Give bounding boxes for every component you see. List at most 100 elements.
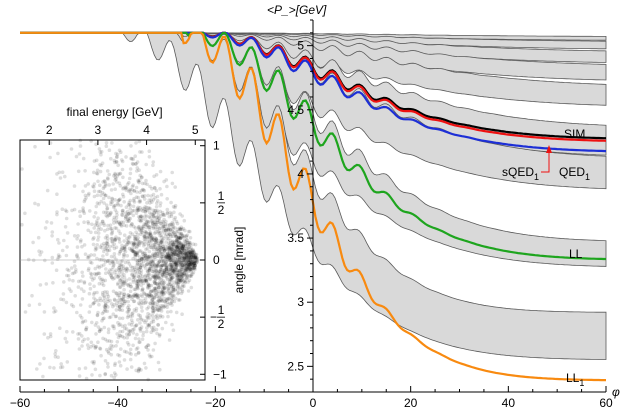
scatter-point — [189, 267, 194, 272]
scatter-point — [128, 198, 133, 203]
scatter-point — [83, 198, 87, 202]
scatter-point — [60, 207, 65, 211]
scatter-point — [179, 267, 183, 272]
scatter-point — [162, 217, 166, 222]
scatter-point — [105, 259, 110, 264]
scatter-point — [158, 259, 162, 264]
scatter-point — [143, 222, 148, 227]
scatter-point — [157, 299, 161, 303]
scatter-point — [110, 324, 115, 328]
scatter-point — [152, 263, 157, 268]
scatter-point — [160, 290, 165, 294]
scatter-point — [165, 277, 170, 282]
scatter-point — [166, 314, 170, 319]
scatter-point — [75, 254, 79, 258]
scatter-point — [141, 206, 145, 211]
scatter-point — [119, 267, 124, 272]
scatter-point — [184, 276, 189, 281]
scatter-point — [55, 210, 59, 214]
scatter-point — [184, 263, 189, 268]
scatter-point — [159, 265, 163, 269]
scatter-point — [153, 301, 157, 306]
scatter-point — [142, 264, 146, 268]
scatter-point — [188, 251, 193, 256]
scatter-point — [109, 237, 113, 241]
scatter-point — [178, 245, 182, 250]
scatter-point — [134, 251, 138, 255]
annotation-ll: LL — [569, 247, 583, 261]
scatter-point — [144, 300, 148, 304]
scatter-point — [36, 202, 41, 207]
scatter-point — [182, 266, 186, 270]
scatter-point — [119, 291, 124, 296]
scatter-point — [195, 255, 199, 260]
scatter-point — [157, 296, 161, 300]
scatter-point — [178, 262, 183, 266]
scatter-point — [125, 209, 130, 214]
scatter-point — [153, 208, 157, 213]
scatter-point — [123, 323, 127, 328]
scatter-point — [148, 301, 152, 305]
scatter-point — [144, 277, 148, 281]
scatter-point — [122, 245, 127, 249]
scatter-point — [128, 207, 132, 211]
scatter-point — [166, 228, 171, 233]
scatter-point — [64, 216, 69, 221]
scatter-point — [151, 252, 155, 256]
scatter-point — [121, 208, 125, 213]
scatter-point — [52, 310, 56, 314]
scatter-point — [58, 326, 62, 331]
scatter-point — [56, 253, 61, 257]
scatter-point — [168, 227, 173, 232]
scatter-point — [182, 284, 186, 289]
scatter-point — [175, 281, 179, 286]
annotation-qed1: QED1 — [559, 165, 590, 182]
scatter-point — [112, 221, 116, 225]
scatter-point — [62, 280, 66, 284]
scatter-point — [103, 247, 107, 252]
scatter-point — [132, 241, 136, 246]
scatter-point — [176, 276, 180, 280]
scatter-point — [136, 296, 141, 300]
scatter-point — [192, 253, 196, 258]
scatter-point — [169, 276, 174, 281]
scatter-point — [151, 305, 155, 310]
scatter-point — [114, 268, 118, 273]
scatter-point — [157, 276, 162, 281]
scatter-point — [97, 225, 101, 229]
scatter-point — [52, 366, 56, 370]
scatter-point — [113, 238, 118, 242]
scatter-point — [144, 222, 148, 227]
scatter-point — [172, 293, 176, 298]
scatter-point — [140, 263, 144, 268]
scatter-point — [183, 262, 187, 266]
scatter-point — [167, 296, 171, 301]
scatter-point — [98, 169, 103, 174]
scatter-point — [135, 251, 140, 255]
scatter-point — [187, 245, 191, 249]
scatter-point — [86, 346, 91, 351]
scatter-point — [173, 205, 177, 210]
scatter-point — [138, 263, 143, 267]
scatter-point — [173, 262, 178, 266]
scatter-point — [150, 200, 154, 204]
scatter-point — [168, 262, 173, 267]
scatter-point — [134, 230, 138, 234]
scatter-point — [152, 275, 157, 280]
scatter-point — [168, 222, 173, 227]
scatter-point — [170, 271, 174, 276]
scatter-point — [134, 294, 138, 298]
scatter-point — [114, 220, 119, 225]
scatter-point — [146, 343, 151, 348]
scatter-point — [154, 222, 159, 226]
scatter-point — [167, 214, 172, 219]
scatter-point — [144, 230, 148, 234]
scatter-point — [153, 292, 158, 296]
scatter-point — [124, 186, 128, 191]
scatter-point — [158, 204, 162, 208]
scatter-point — [113, 238, 117, 242]
scatter-point — [153, 286, 157, 291]
scatter-point — [145, 240, 149, 244]
scatter-point — [131, 256, 135, 261]
scatter-point — [142, 291, 146, 295]
